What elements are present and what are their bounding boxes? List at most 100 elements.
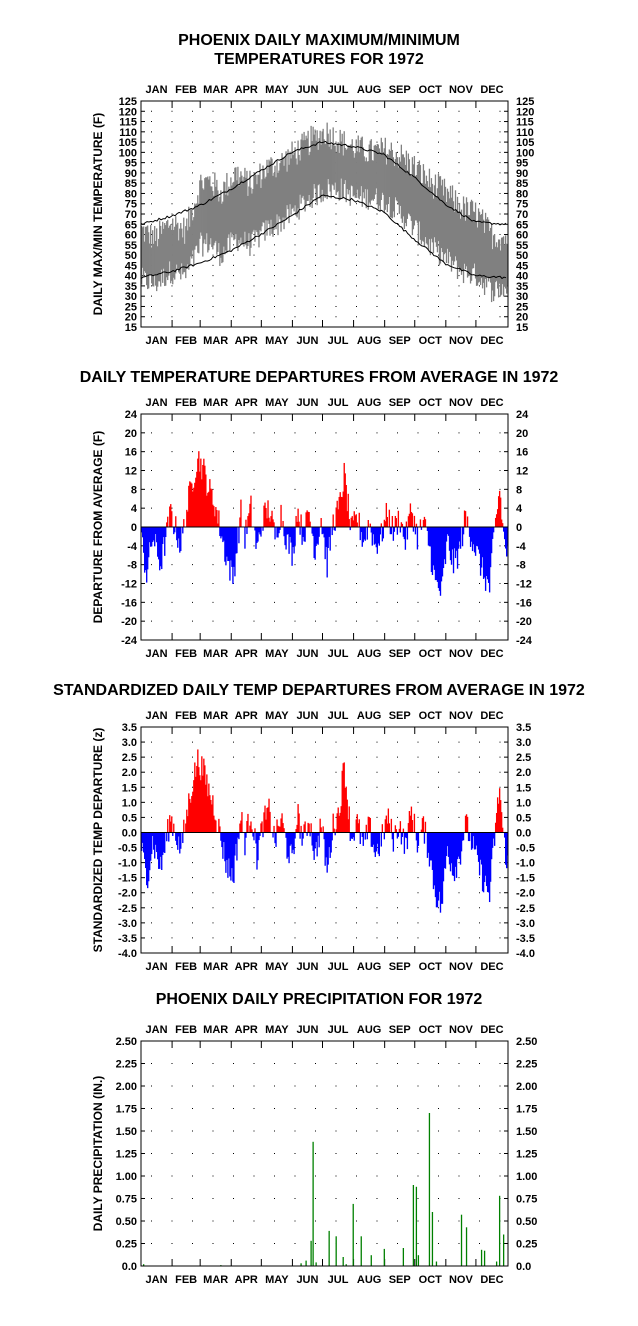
precip-bar bbox=[315, 1262, 317, 1266]
cool-departure-bar bbox=[397, 832, 400, 837]
cool-departure-bar bbox=[315, 527, 317, 546]
precip-bar bbox=[402, 1248, 405, 1266]
warm-departure-bar bbox=[336, 813, 338, 833]
cool-departure-bar bbox=[294, 832, 296, 839]
warm-departure-bar bbox=[196, 471, 198, 527]
cool-departure-bar bbox=[157, 527, 159, 557]
warm-departure-bar bbox=[352, 520, 354, 527]
warm-departure-bar bbox=[281, 813, 283, 833]
warm-departure-bar bbox=[268, 798, 270, 833]
warm-departure-bar bbox=[189, 798, 191, 833]
chart4-title: PHOENIX DAILY PRECIPITATION FOR 1972 bbox=[0, 990, 638, 1009]
daily-range-bar bbox=[238, 186, 240, 241]
warm-departure-bar bbox=[355, 819, 357, 833]
y-tick-label-left: 0.5 bbox=[122, 812, 137, 824]
month-label-top: AUG bbox=[357, 84, 381, 96]
cool-departure-bar bbox=[492, 527, 495, 533]
cool-departure-bar bbox=[156, 527, 158, 543]
warm-departure-bar bbox=[273, 825, 275, 833]
daily-range-bar bbox=[303, 131, 305, 200]
cool-departure-bar bbox=[257, 832, 259, 861]
y-tick-label-left: 90 bbox=[125, 168, 137, 180]
warm-departure-bar bbox=[343, 462, 345, 527]
month-label-bottom: FEB bbox=[175, 961, 197, 973]
daily-range-bar bbox=[221, 203, 223, 264]
daily-range-bar bbox=[349, 144, 351, 206]
cool-departure-bar bbox=[480, 527, 483, 568]
daily-range-bar bbox=[370, 139, 372, 201]
daily-range-bar bbox=[190, 209, 192, 257]
cool-departure-bar bbox=[502, 527, 505, 532]
month-label-top: NOV bbox=[449, 397, 474, 409]
warm-departure-bar bbox=[501, 523, 504, 527]
warm-departure-bar bbox=[351, 516, 353, 527]
daily-range-bar bbox=[409, 173, 412, 217]
daily-range-bar bbox=[293, 152, 295, 212]
cool-departure-bar bbox=[177, 832, 179, 850]
daily-range-bar bbox=[466, 202, 469, 278]
warm-departure-bar bbox=[298, 813, 300, 833]
daily-range-bar bbox=[153, 243, 155, 287]
cool-departure-bar bbox=[461, 832, 464, 841]
daily-range-bar bbox=[500, 237, 503, 295]
cool-departure-bar bbox=[353, 832, 355, 841]
cool-departure-bar bbox=[461, 527, 464, 547]
daily-range-bar bbox=[318, 138, 320, 185]
warm-departure-bar bbox=[187, 816, 189, 833]
y-tick-label-right: 35 bbox=[516, 281, 528, 293]
warm-departure-bar bbox=[270, 516, 272, 527]
daily-range-bar bbox=[289, 151, 291, 205]
warm-departure-bar bbox=[267, 500, 269, 527]
cool-departure-bar bbox=[428, 832, 431, 867]
month-label-top: JAN bbox=[146, 84, 168, 96]
cool-departure-bar bbox=[482, 527, 485, 579]
daily-range-bar bbox=[285, 151, 287, 221]
warm-departure-bar bbox=[466, 516, 469, 527]
daily-range-bar bbox=[288, 164, 290, 224]
daily-range-bar bbox=[232, 182, 234, 235]
daily-range-bar bbox=[253, 175, 255, 230]
cool-departure-bar bbox=[403, 832, 406, 854]
daily-range-bar bbox=[389, 150, 391, 218]
cool-departure-bar bbox=[222, 832, 224, 859]
daily-range-bar bbox=[380, 137, 382, 201]
precip-bar bbox=[435, 1261, 438, 1266]
warm-departure-bar bbox=[279, 826, 281, 833]
cool-departure-bar bbox=[404, 527, 407, 550]
cool-departure-bar bbox=[179, 527, 181, 553]
month-label-top: MAR bbox=[203, 397, 228, 409]
warm-departure-bar bbox=[296, 521, 298, 527]
y-tick-label-right: 24 bbox=[516, 409, 529, 421]
month-label-top: JAN bbox=[146, 710, 168, 722]
cool-departure-bar bbox=[321, 527, 323, 535]
month-label-bottom: AUG bbox=[357, 1274, 381, 1286]
y-tick-label-right: 2.5 bbox=[516, 752, 531, 764]
warm-departure-bar bbox=[422, 519, 425, 527]
y-tick-label-right: 75 bbox=[516, 199, 528, 211]
daily-range-bar bbox=[439, 176, 442, 264]
cool-departure-bar bbox=[314, 832, 316, 849]
daily-range-bar bbox=[227, 195, 229, 238]
daily-range-bar bbox=[504, 235, 507, 289]
y-tick-label-right: 105 bbox=[516, 137, 534, 149]
cool-departure-bar bbox=[416, 527, 419, 550]
warm-departure-bar bbox=[264, 805, 266, 833]
warm-departure-bar bbox=[210, 488, 212, 527]
cool-departure-bar bbox=[224, 527, 226, 562]
cool-departure-bar bbox=[284, 527, 286, 546]
cool-departure-bar bbox=[491, 527, 494, 539]
cool-departure-bar bbox=[440, 527, 443, 582]
y-tick-label-left: -2.0 bbox=[118, 888, 137, 900]
daily-range-bar bbox=[283, 165, 285, 230]
cool-departure-bar bbox=[219, 527, 221, 537]
y-tick-label-right: -2.0 bbox=[516, 888, 535, 900]
warm-departure-bar bbox=[497, 496, 500, 527]
warm-departure-bar bbox=[386, 516, 389, 527]
daily-range-bar bbox=[408, 159, 411, 215]
daily-range-bar bbox=[424, 183, 427, 238]
warm-departure-bar bbox=[213, 815, 215, 833]
daily-range-bar bbox=[271, 158, 273, 234]
warm-departure-bar bbox=[214, 516, 216, 527]
warm-departure-bar bbox=[183, 519, 185, 527]
warm-departure-bar bbox=[210, 799, 212, 833]
